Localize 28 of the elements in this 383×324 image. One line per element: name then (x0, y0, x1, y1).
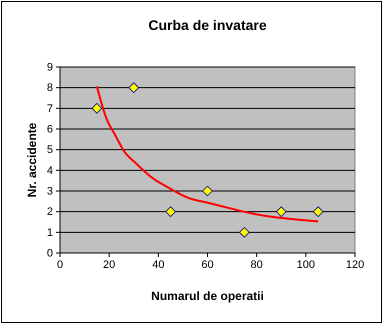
point (165, 206, 176, 217)
point (312, 206, 324, 217)
y-tick-label: 9 (46, 62, 53, 74)
point (92, 103, 102, 114)
point (202, 186, 213, 196)
point (239, 227, 250, 238)
x-tick-label: 20 (103, 258, 116, 271)
y-tick-label: 2 (46, 206, 53, 218)
line-series (96, 85, 320, 222)
y-tick-label: 4 (46, 164, 53, 177)
x-tick-label: 100 (296, 258, 316, 271)
y-axis-title: Nr. accidente (25, 122, 39, 198)
x-tick-label: 40 (152, 258, 164, 271)
x-tick-label: 60 (201, 258, 214, 271)
chart-title: Curba de invatare (148, 17, 267, 33)
x-tick-label: 0 (56, 258, 64, 271)
y-tick-label: 0 (46, 248, 53, 260)
x-axis-title: Numarul de operatii (151, 289, 264, 303)
y-tick-label: 5 (46, 144, 53, 156)
x-tick-label: 120 (346, 258, 364, 271)
y-tick-label: 1 (46, 226, 53, 239)
y-tick-label: 6 (46, 124, 53, 136)
y-tick-label: 8 (46, 82, 53, 94)
point (128, 82, 139, 93)
y-tick-label: 7 (46, 102, 53, 115)
x-tick-label: 80 (250, 258, 263, 271)
point (276, 206, 286, 217)
y-tick-label: 3 (46, 186, 53, 198)
